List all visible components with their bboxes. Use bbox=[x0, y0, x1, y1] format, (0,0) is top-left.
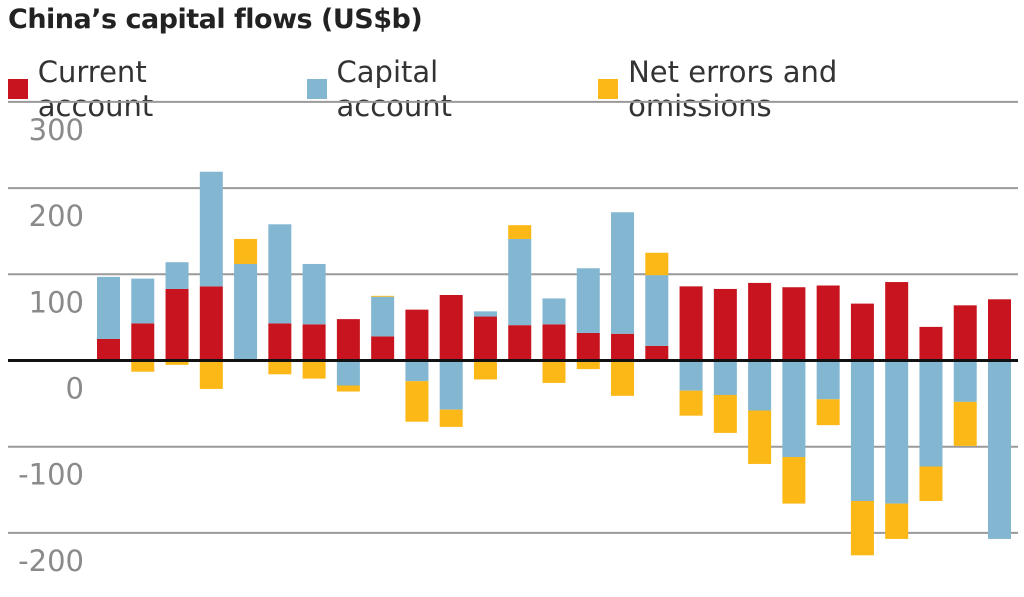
bar-current-account bbox=[782, 287, 806, 361]
bar-capital-account bbox=[405, 360, 429, 382]
bar-capital-account bbox=[165, 262, 189, 289]
bar-current-account bbox=[988, 299, 1011, 361]
bar-current-account bbox=[919, 326, 943, 361]
bar-current-account bbox=[473, 316, 497, 361]
bar-current-account bbox=[611, 333, 635, 361]
bar-capital-account bbox=[885, 360, 909, 504]
bar-current-account bbox=[336, 319, 360, 361]
bar-net-errors-and-omissions bbox=[919, 466, 943, 502]
bar-capital-account bbox=[919, 360, 943, 467]
bar-net-errors-and-omissions bbox=[748, 410, 772, 464]
bar-capital-account bbox=[439, 360, 463, 410]
bar-net-errors-and-omissions bbox=[473, 360, 497, 380]
bar-net-errors-and-omissions bbox=[679, 390, 703, 416]
bar-capital-account bbox=[542, 298, 566, 325]
bar-current-account bbox=[645, 345, 669, 361]
bar-capital-account bbox=[473, 311, 497, 317]
bar-capital-account bbox=[816, 360, 840, 400]
legend-swatch bbox=[598, 79, 619, 99]
bar-current-account bbox=[405, 309, 429, 361]
bar-net-errors-and-omissions bbox=[371, 295, 395, 297]
bar-capital-account bbox=[782, 360, 806, 458]
bar-current-account bbox=[576, 332, 600, 361]
bar-net-errors-and-omissions bbox=[302, 360, 326, 379]
bar-current-account bbox=[439, 294, 463, 361]
bar-net-errors-and-omissions bbox=[953, 401, 977, 446]
bar-current-account bbox=[748, 282, 772, 361]
bar-net-errors-and-omissions bbox=[816, 399, 840, 426]
bar-capital-account bbox=[131, 278, 155, 324]
bar-current-account bbox=[131, 323, 155, 361]
bar-net-errors-and-omissions bbox=[131, 360, 155, 372]
bar-net-errors-and-omissions bbox=[645, 252, 669, 276]
bar-net-errors-and-omissions bbox=[234, 238, 258, 264]
bar-capital-account bbox=[679, 360, 703, 391]
bar-current-account bbox=[268, 323, 292, 361]
bar-net-errors-and-omissions bbox=[542, 360, 566, 383]
bar-current-account bbox=[816, 285, 840, 361]
bar-net-errors-and-omissions bbox=[850, 501, 874, 556]
bar-current-account bbox=[713, 288, 737, 361]
bar-current-account bbox=[199, 286, 223, 361]
bar-capital-account bbox=[97, 276, 120, 339]
y-tick-label: 300 bbox=[29, 113, 84, 147]
legend-item-net-errors: Net errors and omissions bbox=[598, 55, 986, 123]
bar-capital-account bbox=[988, 360, 1011, 539]
legend-label: Capital account bbox=[336, 55, 453, 123]
y-tick-label: 100 bbox=[29, 285, 84, 319]
bar-capital-account bbox=[302, 263, 326, 325]
bar-current-account bbox=[302, 324, 326, 361]
legend-swatch bbox=[306, 79, 327, 99]
bar-capital-account bbox=[336, 360, 360, 386]
bar-current-account bbox=[850, 303, 874, 361]
bar-capital-account bbox=[234, 263, 258, 361]
legend-item-current-account: Current account bbox=[8, 55, 269, 123]
bar-net-errors-and-omissions bbox=[268, 360, 292, 375]
bar-current-account bbox=[679, 286, 703, 361]
chart-title: China’s capital flows (US$b) bbox=[8, 4, 423, 35]
bar-current-account bbox=[953, 305, 977, 361]
bar-capital-account bbox=[576, 268, 600, 333]
bar-capital-account bbox=[645, 275, 669, 346]
bar-net-errors-and-omissions bbox=[165, 360, 189, 365]
bar-capital-account bbox=[508, 238, 532, 326]
bar-current-account bbox=[97, 338, 120, 361]
bar-net-errors-and-omissions bbox=[199, 360, 223, 389]
bar-net-errors-and-omissions bbox=[439, 409, 463, 427]
bar-current-account bbox=[371, 336, 395, 361]
bar-net-errors-and-omissions bbox=[782, 457, 806, 504]
bar-net-errors-and-omissions bbox=[713, 394, 737, 433]
y-tick-label: -100 bbox=[18, 458, 84, 492]
y-tick-label: 0 bbox=[66, 372, 84, 406]
bar-capital-account bbox=[748, 360, 772, 411]
bar-current-account bbox=[885, 282, 909, 361]
bar-net-errors-and-omissions bbox=[576, 360, 600, 370]
legend-item-capital-account: Capital account bbox=[306, 55, 561, 123]
bar-current-account bbox=[165, 288, 189, 361]
bar-capital-account bbox=[713, 360, 737, 395]
bar-net-errors-and-omissions bbox=[611, 360, 635, 396]
bar-net-errors-and-omissions bbox=[336, 385, 360, 392]
y-tick-label: -200 bbox=[18, 544, 84, 578]
legend-label: Current account bbox=[37, 55, 154, 123]
legend-swatch bbox=[8, 79, 28, 99]
bar-current-account bbox=[508, 325, 532, 361]
bar-capital-account bbox=[611, 212, 635, 334]
legend: Current account Capital account Net erro… bbox=[8, 55, 1024, 123]
y-tick-label: 200 bbox=[29, 199, 84, 233]
bar-capital-account bbox=[850, 360, 874, 502]
bar-net-errors-and-omissions bbox=[885, 503, 909, 539]
bar-capital-account bbox=[268, 224, 292, 324]
bar-capital-account bbox=[199, 171, 223, 287]
bar-capital-account bbox=[371, 296, 395, 337]
bar-net-errors-and-omissions bbox=[405, 381, 429, 422]
bar-capital-account bbox=[953, 360, 977, 402]
legend-label: Net errors and omissions bbox=[628, 55, 838, 123]
bar-current-account bbox=[542, 324, 566, 361]
bar-net-errors-and-omissions bbox=[508, 225, 532, 239]
